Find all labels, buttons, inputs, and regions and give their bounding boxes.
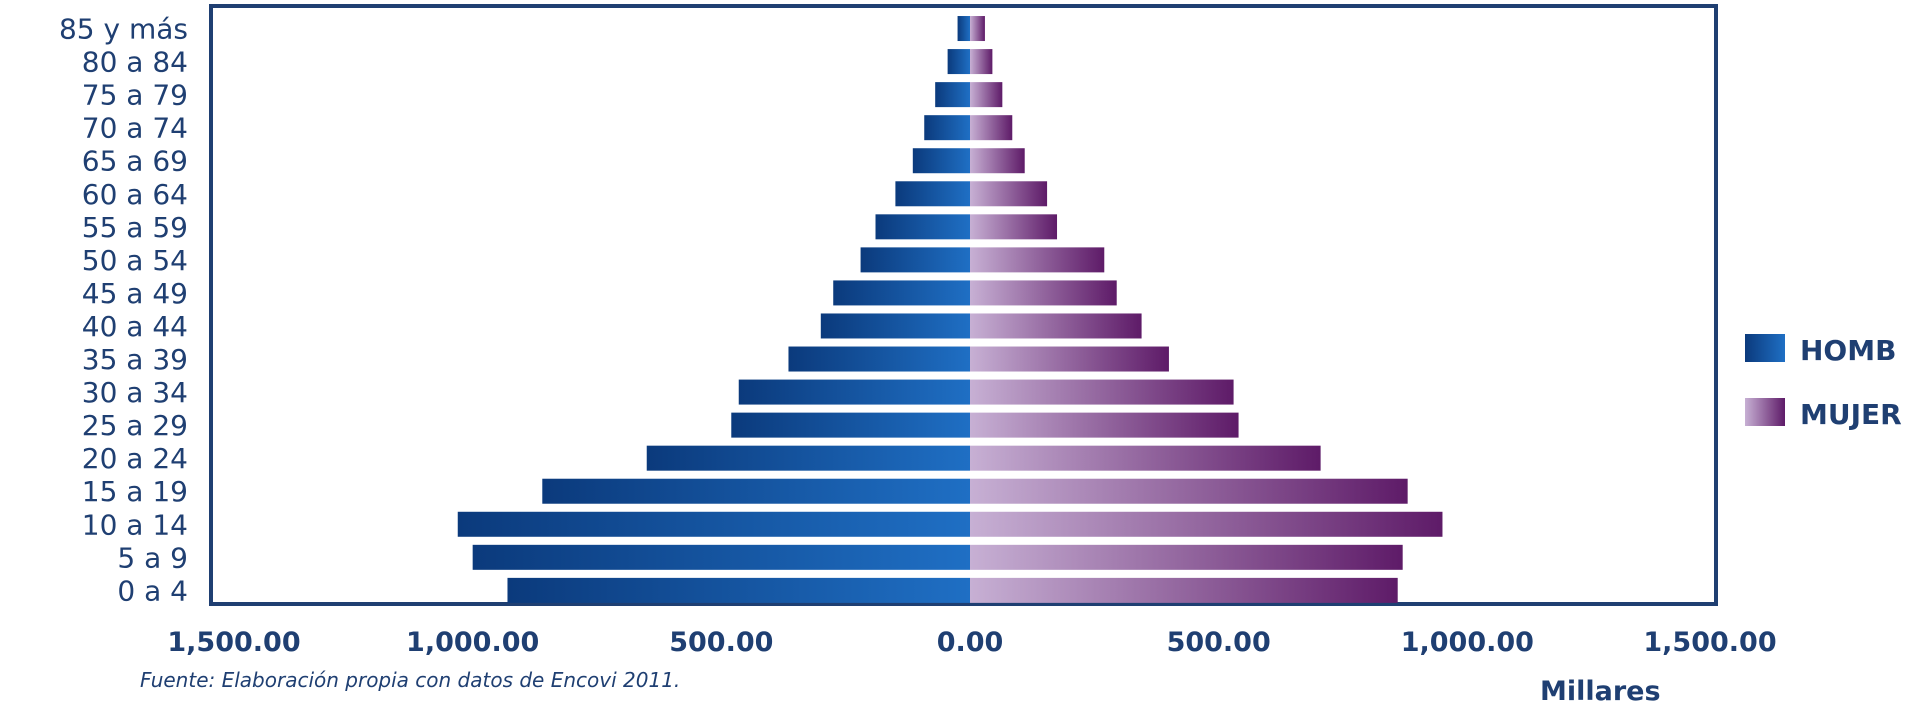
bar-mujer-10 xyxy=(970,247,1105,273)
bar-mujer-9 xyxy=(970,280,1117,306)
category-label-16: 80 a 84 xyxy=(82,46,188,79)
bar-homb-4 xyxy=(646,445,970,471)
bar-mujer-12 xyxy=(970,181,1048,207)
bar-mujer-8 xyxy=(970,313,1142,339)
bar-homb-13 xyxy=(912,148,970,174)
category-label-17: 85 y más xyxy=(59,13,188,46)
bar-homb-9 xyxy=(833,280,970,306)
category-label-3: 15 a 19 xyxy=(82,475,188,508)
bar-homb-5 xyxy=(731,412,970,438)
category-label-9: 45 a 49 xyxy=(82,277,188,310)
bar-mujer-4 xyxy=(970,445,1321,471)
category-label-8: 40 a 44 xyxy=(82,310,188,343)
bar-mujer-0 xyxy=(970,577,1398,603)
category-label-2: 10 a 14 xyxy=(82,508,188,541)
bar-homb-11 xyxy=(875,214,970,240)
x-tick-5: 1,000.00 xyxy=(1401,627,1534,658)
x-axis-unit: Millares xyxy=(1540,676,1661,705)
bar-homb-14 xyxy=(924,115,970,141)
legend-label-homb: HOMB xyxy=(1800,334,1896,367)
bar-mujer-7 xyxy=(970,346,1169,372)
bar-homb-2 xyxy=(457,511,970,537)
category-label-13: 65 a 69 xyxy=(82,145,188,178)
bar-mujer-15 xyxy=(970,82,1003,108)
bar-mujer-1 xyxy=(970,544,1403,570)
bar-homb-10 xyxy=(860,247,970,273)
bar-homb-6 xyxy=(738,379,970,405)
x-tick-4: 500.00 xyxy=(1167,627,1271,658)
x-tick-1: 1,000.00 xyxy=(406,627,539,658)
category-label-7: 35 a 39 xyxy=(82,343,188,376)
category-label-4: 20 a 24 xyxy=(82,442,188,475)
legend-label-mujer: MUJER xyxy=(1800,398,1902,431)
bar-homb-3 xyxy=(542,478,970,504)
category-label-0: 0 a 4 xyxy=(117,574,188,607)
category-label-12: 60 a 64 xyxy=(82,178,188,211)
bar-mujer-17 xyxy=(970,16,985,42)
bar-homb-0 xyxy=(507,577,970,603)
category-label-15: 75 a 79 xyxy=(82,79,188,112)
category-label-1: 5 a 9 xyxy=(117,541,188,574)
bar-homb-7 xyxy=(788,346,970,372)
bar-homb-17 xyxy=(957,16,970,42)
x-tick-2: 500.00 xyxy=(669,627,773,658)
plot-frame xyxy=(209,4,1718,606)
legend: HOMB MUJER xyxy=(1745,334,1902,431)
bar-homb-12 xyxy=(895,181,970,207)
bar-homb-1 xyxy=(472,544,970,570)
bar-homb-8 xyxy=(820,313,970,339)
legend-swatch-mujer xyxy=(1745,398,1785,426)
x-tick-6: 1,500.00 xyxy=(1643,627,1776,658)
bar-mujer-16 xyxy=(970,49,993,75)
category-label-14: 70 a 74 xyxy=(82,112,188,145)
bar-mujer-5 xyxy=(970,412,1239,438)
bar-mujer-6 xyxy=(970,379,1234,405)
legend-swatch-homb xyxy=(1745,334,1785,362)
category-label-5: 25 a 29 xyxy=(82,409,188,442)
bar-mujer-13 xyxy=(970,148,1025,174)
bar-mujer-11 xyxy=(970,214,1058,240)
category-label-11: 55 a 59 xyxy=(82,211,188,244)
x-tick-3: 0.00 xyxy=(937,627,1004,658)
x-tick-labels: 1,500.00 1,000.00 500.00 0.00 500.00 1,000.00… xyxy=(167,627,1776,658)
source-note: Fuente: Elaboración propia con datos de … xyxy=(140,668,680,692)
bar-mujer-3 xyxy=(970,478,1408,504)
bar-mujer-14 xyxy=(970,115,1013,141)
category-label-6: 30 a 34 xyxy=(82,376,188,409)
bars-group xyxy=(457,16,1443,603)
x-tick-0: 1,500.00 xyxy=(167,627,300,658)
bar-homb-16 xyxy=(947,49,970,75)
bar-mujer-2 xyxy=(970,511,1443,537)
bar-homb-15 xyxy=(935,82,970,108)
category-label-10: 50 a 54 xyxy=(82,244,188,277)
